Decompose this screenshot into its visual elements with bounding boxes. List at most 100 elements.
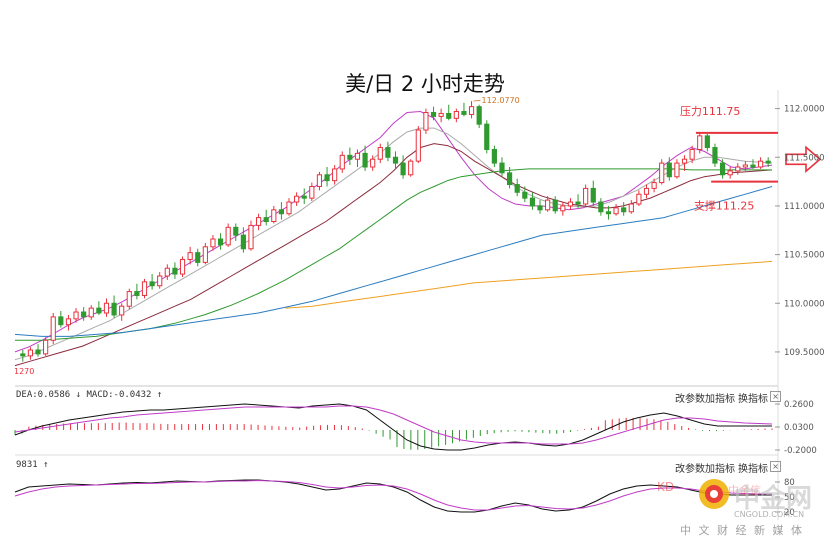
watermark: KD 中金信 中金网 CNGOLD.COM.CN 中 文 财 经 新 媒 体 <box>657 478 830 544</box>
candle-down <box>529 197 536 207</box>
kdj-add-indicator-button[interactable]: 加指标 <box>705 464 735 475</box>
kdj-tick-label: 20 <box>784 508 795 518</box>
macd-tick-label: 0.2600 <box>784 400 814 410</box>
candle-up <box>567 201 574 207</box>
candle-up <box>545 199 551 211</box>
macd-add-indicator-button[interactable]: 加指标 <box>705 394 735 405</box>
moving-average-lines <box>14 110 773 367</box>
candle-up <box>674 162 680 178</box>
candle-down <box>35 349 41 355</box>
kdj-d-line <box>14 479 772 511</box>
candle-up <box>643 187 650 195</box>
candle-up <box>225 226 231 246</box>
candle-down <box>362 152 368 168</box>
candle-down <box>430 111 437 117</box>
ma-line <box>14 127 773 361</box>
candle-down <box>750 164 756 168</box>
candle-down <box>712 147 718 164</box>
macd-label: DEA:0.0586 ↓ MACD:-0.0432 ↑ <box>16 390 163 400</box>
candle-down <box>598 201 604 213</box>
candle-down <box>704 135 710 149</box>
peak-pointer <box>473 99 481 102</box>
candle-up <box>157 275 163 287</box>
candle-down <box>347 154 353 160</box>
support-label: 支撑111.25 <box>694 199 755 213</box>
candle-up <box>423 111 429 131</box>
macd-close-icon[interactable]: × <box>770 391 781 402</box>
candle-up <box>453 111 459 119</box>
candle-up <box>202 246 208 263</box>
candle-down <box>58 316 64 326</box>
candle-up <box>332 168 338 182</box>
candle-up <box>377 147 383 160</box>
candle-up <box>316 174 323 187</box>
candle-down <box>240 234 246 250</box>
macd-params-button[interactable]: 改参数 <box>675 394 705 405</box>
kdj-close-icon[interactable]: × <box>770 461 781 472</box>
annotations: 112.0770 压力111.75 支撑111.25 <box>473 96 822 213</box>
macd-tick-label: 0.0300 <box>784 423 814 433</box>
candle-down <box>666 162 672 178</box>
candle-up <box>681 158 688 164</box>
candle-down <box>233 226 239 236</box>
candle-down <box>172 267 178 275</box>
kdj-tick-label: 50 <box>784 493 795 503</box>
y-tick-label: 110.5000 <box>784 251 825 261</box>
candle-down <box>552 199 558 212</box>
candle-down <box>484 123 490 150</box>
y-tick-label: 112.0000 <box>784 105 825 115</box>
candle-down <box>217 238 224 246</box>
candle-up <box>73 311 79 320</box>
chart-title: 美/日 2 小时走势 <box>345 72 505 96</box>
kdj-switch-indicator-button[interactable]: 换指标 <box>738 464 768 475</box>
candle-up <box>370 158 376 168</box>
candle-down <box>149 281 155 287</box>
candle-up <box>271 209 277 223</box>
candle-up <box>187 252 193 260</box>
candle-down <box>537 205 543 211</box>
candle-up <box>126 291 132 307</box>
candle-up <box>438 112 444 117</box>
candle-up <box>43 339 49 355</box>
candle-up <box>141 281 148 296</box>
candle-up <box>613 207 619 215</box>
kdj-k-line <box>14 479 772 513</box>
candle-up <box>757 160 764 168</box>
direction-arrow-icon <box>785 145 822 174</box>
candle-down <box>446 112 452 119</box>
watermark-partial-brand: 中金信 <box>728 484 761 497</box>
macd-switch-indicator-button[interactable]: 换指标 <box>738 394 768 405</box>
candle-down <box>491 148 497 164</box>
candle-down <box>575 201 581 205</box>
kdj-params-button[interactable]: 改参数 <box>675 464 705 475</box>
ma-line <box>14 186 773 337</box>
candle-down <box>621 207 627 213</box>
candle-down <box>522 191 528 199</box>
y-tick-label: 111.0000 <box>784 202 825 212</box>
candle-down <box>765 160 771 164</box>
candle-up <box>659 162 665 184</box>
candle-up <box>309 185 315 199</box>
candle-down <box>461 111 467 115</box>
macd-dif-line <box>14 403 772 451</box>
y-tick-label: 110.0000 <box>784 299 825 309</box>
y-axis-ticks: 112.0000 111.5000 111.0000 110.5000 110.0000… <box>14 105 825 376</box>
candle-up <box>415 129 421 162</box>
kdj-label: 9831 ↑ <box>16 460 49 470</box>
watermark-site: CNGOLD.COM.CN <box>734 510 805 519</box>
candle-up <box>560 205 566 212</box>
candle-down <box>719 162 726 176</box>
candle-up <box>164 267 170 277</box>
candle-down <box>506 172 513 186</box>
watermark-brand: 中金网 <box>734 484 813 514</box>
macd-panel: 0.2600 0.0300 -0.2000 <box>14 400 817 456</box>
candle-up <box>636 193 642 205</box>
candle-down <box>324 174 330 182</box>
candle-up <box>339 154 345 170</box>
candle-down <box>134 291 140 296</box>
candle-up <box>628 203 634 213</box>
candle-up <box>210 238 216 248</box>
candle-up <box>689 148 695 160</box>
